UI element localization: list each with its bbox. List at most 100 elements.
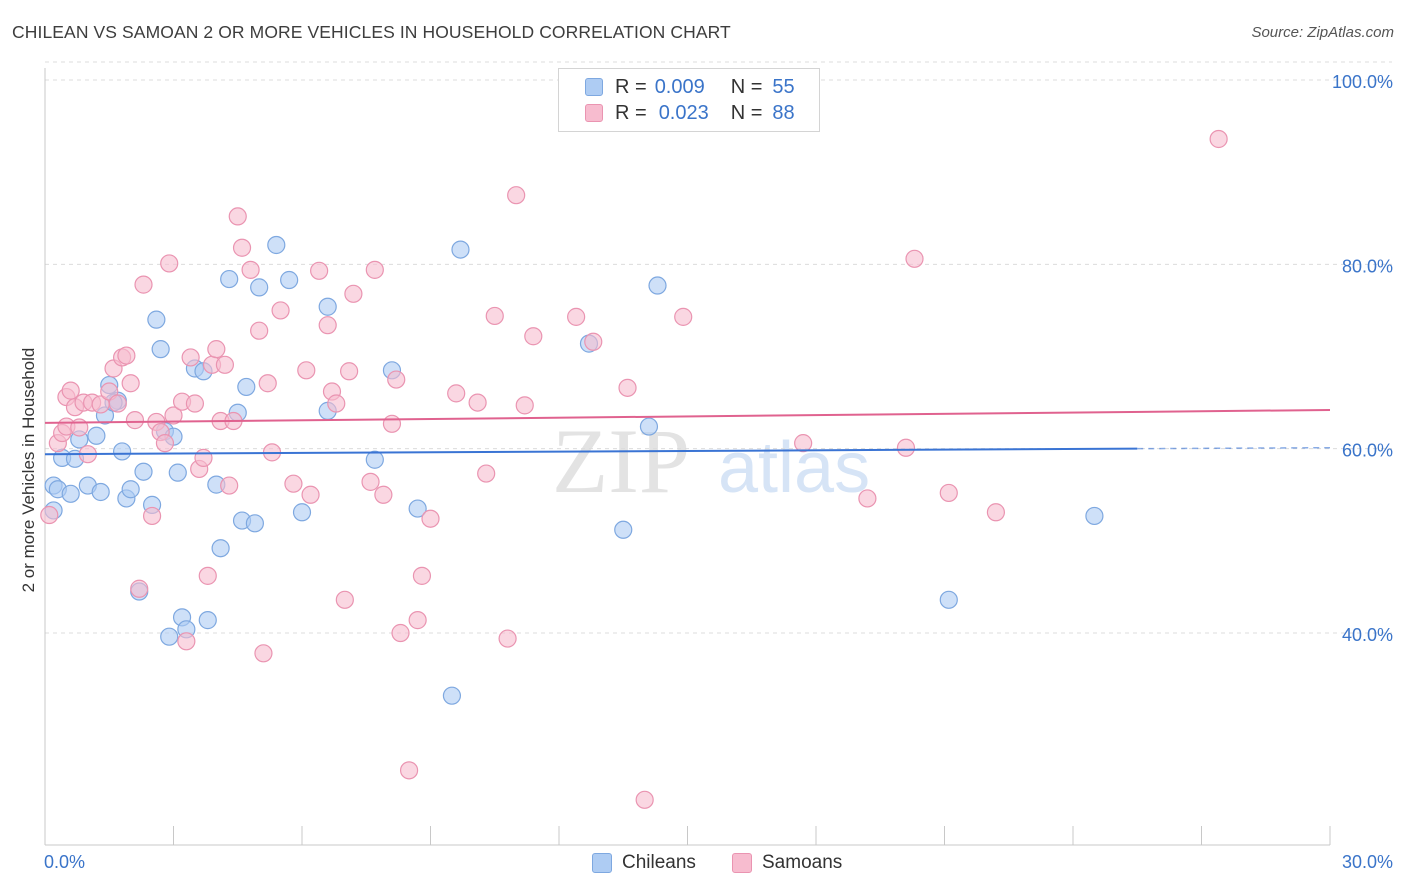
chart-source: Source: ZipAtlas.com: [1251, 24, 1394, 41]
chilean-point: [112, 442, 132, 461]
samoan-point: [164, 406, 183, 425]
legend-n-label: N =: [730, 75, 763, 98]
samoan-point: [794, 434, 813, 453]
chilean-point: [408, 499, 427, 518]
chilean-point: [292, 503, 312, 522]
samoan-point: [117, 346, 136, 365]
chart-title: CHILEAN VS SAMOAN 2 OR MORE VEHICLES IN …: [12, 22, 731, 42]
samoan-point: [327, 394, 346, 413]
samoan-point: [374, 485, 393, 504]
samoan-point: [130, 579, 149, 598]
samoan-point: [142, 506, 162, 526]
samoan-point: [250, 321, 269, 340]
samoan-point: [215, 355, 234, 374]
chilean-point: [442, 686, 462, 705]
samoan-point: [297, 361, 316, 380]
samoan-point: [335, 590, 354, 609]
samoan-point: [310, 261, 329, 280]
samoan-point: [40, 505, 59, 525]
samoan-point: [408, 611, 427, 630]
legend-r-label: R =: [615, 75, 647, 98]
legend-row-samoans: R = 0.023 N = 88: [585, 100, 795, 126]
samoan-point: [858, 489, 877, 508]
legend-n-value: 88: [772, 101, 795, 124]
samoan-point: [387, 370, 406, 389]
chilean-point: [61, 484, 80, 503]
samoan-point: [232, 238, 252, 257]
y-tick-label: 60.0%: [1342, 441, 1393, 461]
samoan-point: [318, 316, 337, 335]
y-tick-label: 40.0%: [1342, 625, 1393, 645]
samoan-point: [365, 260, 384, 279]
legend-label-samoans: Samoans: [762, 852, 843, 873]
chilean-point: [451, 240, 470, 259]
samoan-point: [228, 207, 247, 226]
samoan-point: [1209, 129, 1228, 149]
samoan-point: [160, 254, 179, 273]
samoans-swatch: [585, 104, 603, 122]
chilean-point: [211, 539, 230, 558]
samoan-point: [507, 186, 526, 205]
legend-row-chileans: R = 0.009 N = 55: [585, 74, 795, 100]
samoan-point: [477, 464, 496, 483]
chilean-point: [318, 297, 337, 316]
samoan-point: [241, 260, 260, 279]
samoan-point: [584, 332, 603, 351]
samoan-point: [896, 438, 916, 457]
legend-r-value: 0.023: [658, 101, 709, 124]
samoan-point: [284, 474, 303, 493]
samoan-point: [271, 301, 290, 320]
samoan-point: [258, 374, 277, 393]
samoan-point: [412, 566, 432, 585]
samoan-point: [468, 393, 487, 412]
samoan-point: [905, 249, 924, 268]
x-tick-label: 0.0%: [44, 852, 85, 872]
samoan-point: [635, 790, 654, 809]
samoan-point: [198, 566, 217, 585]
stats-legend: R = 0.009 N = 55 R = 0.023 N = 88: [558, 68, 820, 132]
samoan-point: [155, 434, 175, 453]
chilean-point: [939, 590, 958, 609]
y-tick-label: 100.0%: [1332, 72, 1393, 92]
chilean-point: [134, 462, 153, 481]
samoan-point: [220, 476, 239, 495]
samoan-point: [618, 378, 637, 397]
chilean-point: [91, 482, 110, 502]
y-axis-label: 2 or more Vehicles in Household: [19, 348, 38, 593]
samoan-point: [61, 381, 80, 400]
samoans-legend-swatch: [732, 853, 752, 873]
samoan-point: [485, 306, 504, 326]
samoan-point: [421, 509, 440, 528]
chilean-point: [280, 270, 299, 290]
samoan-point: [986, 503, 1006, 522]
chilean-point: [245, 514, 264, 533]
watermark-zip: ZIP: [552, 410, 690, 512]
x-tick-label: 30.0%: [1342, 852, 1393, 872]
watermark-atlas: atlas: [718, 428, 870, 508]
legend-r-value: 0.009: [654, 75, 705, 98]
chilean-point: [147, 310, 166, 329]
chilean-point: [639, 417, 659, 436]
legend-item-samoans[interactable]: Samoans: [732, 852, 842, 874]
chilean-point: [121, 480, 140, 499]
samoan-point: [194, 448, 213, 467]
samoan-point: [524, 327, 543, 346]
samoan-point: [301, 485, 320, 504]
samoan-point: [567, 307, 586, 326]
samoans-trend-line: [44, 408, 1331, 424]
samoan-point: [254, 644, 273, 663]
chilean-point: [648, 276, 667, 295]
samoan-point: [177, 632, 196, 651]
y-tick-label: 80.0%: [1342, 256, 1393, 276]
legend-n-label: N =: [730, 101, 763, 124]
legend-item-chileans[interactable]: Chileans: [592, 852, 696, 874]
samoan-point: [121, 374, 140, 393]
chileans-legend-swatch: [592, 853, 612, 873]
series-legend: Chileans Samoans: [0, 852, 1406, 878]
chilean-point: [168, 463, 187, 482]
samoan-point: [399, 761, 419, 780]
samoan-point: [382, 414, 402, 433]
samoan-point: [361, 472, 380, 491]
chileans-trend-line: [44, 447, 1138, 456]
